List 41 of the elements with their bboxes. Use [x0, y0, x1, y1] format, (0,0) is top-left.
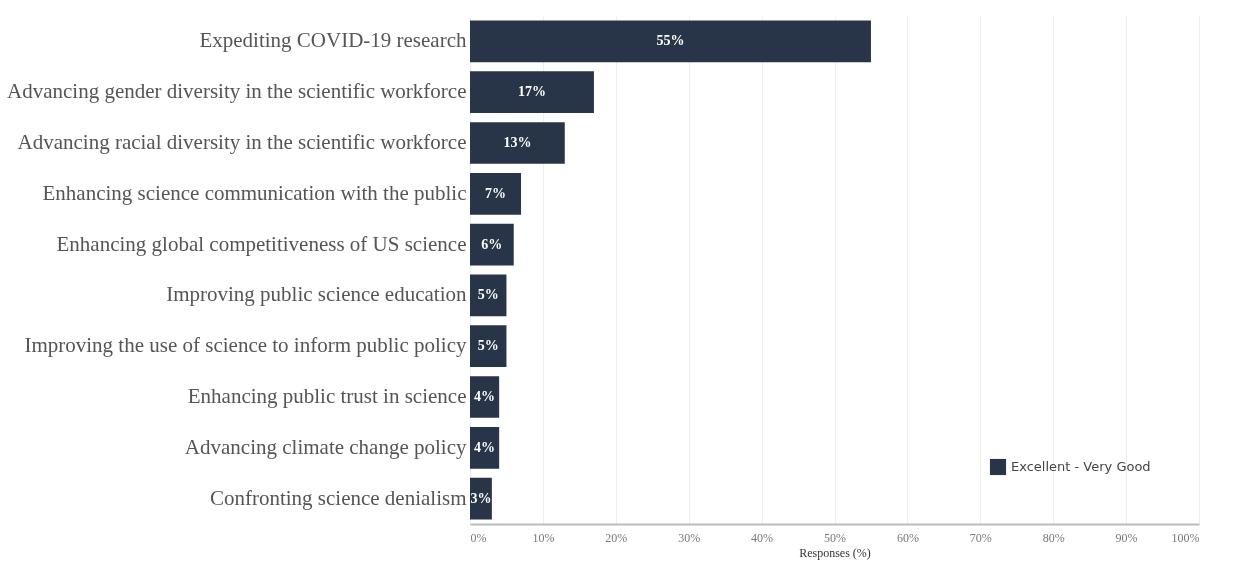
- y-tick-label: Advancing gender diversity in the scientific workforce: [6, 79, 467, 104]
- x-tick-label: 90%: [1115, 530, 1138, 545]
- data-label: 3%: [470, 490, 492, 506]
- data-label: 5%: [477, 338, 499, 354]
- x-tick-label: 40%: [751, 530, 774, 545]
- x-tick-label: 80%: [1042, 530, 1065, 545]
- legend-label: Excellent - Very Good: [1011, 459, 1151, 474]
- x-tick-label: 30%: [678, 530, 701, 545]
- bar: [470, 71, 594, 114]
- y-tick-label: Improving public science education: [166, 282, 467, 307]
- bar: [470, 376, 500, 418]
- y-tick-label: Enhancing science communication with the public: [42, 180, 467, 205]
- bar: [470, 426, 500, 469]
- data-label: 7%: [485, 185, 507, 201]
- y-tick-label: Improving the use of science to inform public policy: [24, 333, 467, 358]
- data-label: 5%: [477, 287, 499, 303]
- x-tick-label: 60%: [896, 530, 919, 545]
- bar: [470, 325, 507, 368]
- y-tick-label: Enhancing global competitiveness of US science: [56, 231, 467, 256]
- y-tick-label: Advancing racial diversity in the scientific workforce: [17, 130, 467, 154]
- x-tick-label: 100%: [1171, 530, 1200, 545]
- data-label: 55%: [656, 33, 685, 49]
- data-label: 13%: [503, 135, 532, 150]
- x-tick-label: 20%: [605, 530, 628, 545]
- bar: [470, 223, 514, 266]
- y-tick-label: Confronting science denialism: [209, 485, 467, 510]
- y-tick-label: Enhancing public trust in science: [187, 384, 467, 408]
- x-tick-label: 0%: [470, 530, 487, 545]
- x-axis-title: Responses (%): [799, 545, 871, 560]
- bar: [470, 122, 565, 164]
- y-tick-label: Expediting COVID-19 research: [199, 28, 467, 53]
- data-label: 4%: [474, 439, 496, 455]
- bar: [470, 172, 522, 215]
- x-tick-label: 70%: [969, 530, 992, 545]
- x-tick-label: 10%: [532, 530, 555, 545]
- bar: [470, 20, 871, 63]
- data-label: 17%: [517, 84, 546, 100]
- data-label: 4%: [474, 389, 496, 404]
- data-label: 6%: [481, 236, 503, 252]
- x-tick-label: 50%: [824, 530, 846, 545]
- y-tick-label: Advancing climate change policy: [184, 434, 467, 459]
